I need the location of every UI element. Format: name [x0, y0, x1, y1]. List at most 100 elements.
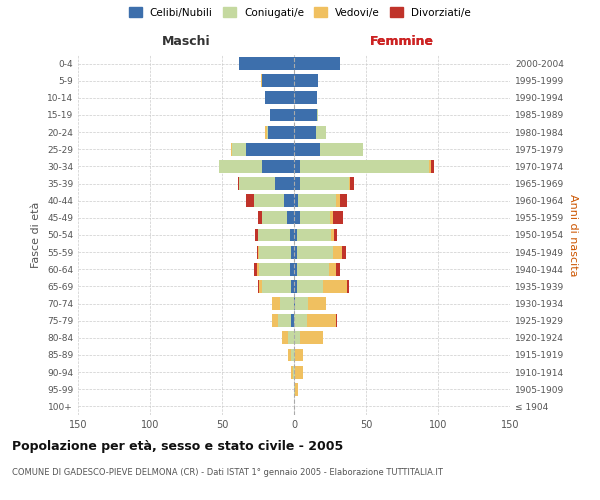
- Bar: [247, 143, 294, 156]
- Bar: [294, 246, 297, 258]
- Bar: [254, 263, 257, 276]
- Bar: [300, 332, 323, 344]
- Bar: [258, 212, 262, 224]
- Bar: [239, 177, 275, 190]
- Bar: [297, 263, 329, 276]
- Bar: [262, 74, 294, 87]
- Bar: [294, 92, 317, 104]
- Bar: [316, 126, 326, 138]
- Bar: [329, 263, 336, 276]
- Bar: [269, 108, 294, 122]
- Bar: [294, 366, 295, 378]
- Bar: [331, 228, 334, 241]
- Bar: [275, 177, 294, 190]
- Bar: [288, 332, 294, 344]
- Bar: [291, 348, 294, 362]
- Bar: [307, 314, 336, 327]
- Bar: [284, 194, 294, 207]
- Bar: [280, 297, 294, 310]
- Bar: [254, 194, 284, 207]
- Bar: [266, 126, 268, 138]
- Bar: [294, 177, 300, 190]
- Bar: [349, 177, 350, 190]
- Text: COMUNE DI GADESCO-PIEVE DELMONA (CR) - Dati ISTAT 1° gennaio 2005 - Elaborazione: COMUNE DI GADESCO-PIEVE DELMONA (CR) - D…: [12, 468, 443, 477]
- Bar: [230, 143, 232, 156]
- Bar: [320, 143, 363, 156]
- Bar: [294, 160, 300, 173]
- Y-axis label: Fasce di età: Fasce di età: [31, 202, 41, 268]
- Bar: [294, 280, 297, 293]
- Bar: [259, 280, 262, 293]
- Bar: [290, 228, 294, 241]
- Bar: [238, 177, 239, 190]
- Bar: [258, 228, 290, 241]
- Bar: [272, 314, 278, 327]
- Bar: [294, 143, 320, 156]
- Bar: [334, 228, 337, 241]
- Bar: [265, 126, 266, 138]
- Bar: [258, 280, 259, 293]
- Bar: [258, 246, 259, 258]
- Bar: [298, 194, 336, 207]
- Bar: [317, 108, 319, 122]
- Bar: [336, 314, 337, 327]
- Bar: [287, 212, 294, 224]
- Bar: [295, 366, 302, 378]
- Bar: [247, 194, 254, 207]
- Bar: [272, 297, 280, 310]
- Bar: [232, 143, 247, 156]
- Bar: [294, 126, 316, 138]
- Bar: [288, 348, 291, 362]
- Bar: [262, 160, 294, 173]
- Bar: [297, 228, 331, 241]
- Bar: [333, 246, 341, 258]
- Bar: [291, 366, 293, 378]
- Bar: [430, 160, 431, 173]
- Bar: [336, 194, 340, 207]
- Bar: [295, 348, 302, 362]
- Bar: [265, 92, 294, 104]
- Bar: [294, 74, 319, 87]
- Bar: [294, 297, 295, 310]
- Bar: [294, 348, 295, 362]
- Text: Femmine: Femmine: [370, 35, 434, 48]
- Bar: [294, 383, 295, 396]
- Text: Femmine: Femmine: [370, 35, 434, 48]
- Bar: [297, 280, 323, 293]
- Bar: [294, 228, 297, 241]
- Bar: [294, 57, 340, 70]
- Legend: Celibi/Nubili, Coniugati/e, Vedovi/e, Divorziati/e: Celibi/Nubili, Coniugati/e, Vedovi/e, Di…: [127, 5, 473, 20]
- Bar: [239, 57, 294, 70]
- Bar: [330, 212, 333, 224]
- Bar: [257, 263, 259, 276]
- Text: Maschi: Maschi: [161, 35, 211, 48]
- Bar: [294, 194, 298, 207]
- Bar: [294, 332, 300, 344]
- Bar: [259, 246, 291, 258]
- Bar: [219, 160, 262, 173]
- Bar: [323, 280, 347, 293]
- Bar: [341, 246, 346, 258]
- Bar: [350, 177, 355, 190]
- Bar: [294, 212, 300, 224]
- Bar: [294, 263, 297, 276]
- Bar: [290, 263, 294, 276]
- Bar: [268, 126, 294, 138]
- Bar: [293, 366, 294, 378]
- Bar: [255, 228, 258, 241]
- Y-axis label: Anni di nascita: Anni di nascita: [568, 194, 578, 276]
- Bar: [347, 280, 349, 293]
- Bar: [261, 74, 262, 87]
- Bar: [291, 280, 294, 293]
- Bar: [283, 332, 288, 344]
- Bar: [291, 246, 294, 258]
- Bar: [308, 297, 326, 310]
- Bar: [300, 212, 330, 224]
- Bar: [262, 280, 291, 293]
- Bar: [336, 263, 340, 276]
- Bar: [294, 108, 317, 122]
- Text: Popolazione per età, sesso e stato civile - 2005: Popolazione per età, sesso e stato civil…: [12, 440, 343, 453]
- Bar: [278, 314, 291, 327]
- Bar: [300, 177, 349, 190]
- Bar: [297, 246, 333, 258]
